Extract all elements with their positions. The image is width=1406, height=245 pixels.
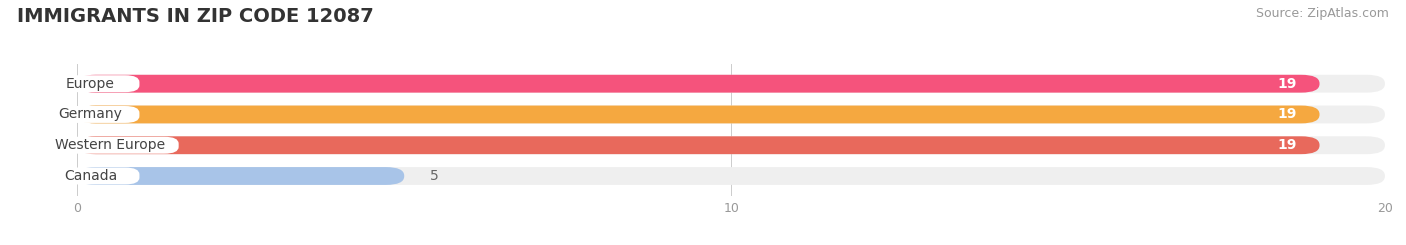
Text: 19: 19 — [1277, 108, 1296, 122]
FancyBboxPatch shape — [77, 106, 1319, 123]
Text: Western Europe: Western Europe — [55, 138, 165, 152]
FancyBboxPatch shape — [41, 137, 179, 154]
FancyBboxPatch shape — [77, 106, 1385, 123]
FancyBboxPatch shape — [41, 106, 139, 123]
FancyBboxPatch shape — [77, 75, 1319, 93]
Text: Europe: Europe — [66, 77, 115, 91]
FancyBboxPatch shape — [41, 75, 139, 92]
Text: 19: 19 — [1277, 77, 1296, 91]
FancyBboxPatch shape — [77, 75, 1385, 93]
Text: IMMIGRANTS IN ZIP CODE 12087: IMMIGRANTS IN ZIP CODE 12087 — [17, 7, 374, 26]
Text: Source: ZipAtlas.com: Source: ZipAtlas.com — [1256, 7, 1389, 20]
FancyBboxPatch shape — [77, 167, 405, 185]
FancyBboxPatch shape — [41, 168, 139, 184]
FancyBboxPatch shape — [77, 136, 1319, 154]
Text: Germany: Germany — [59, 108, 122, 122]
Text: Canada: Canada — [63, 169, 117, 183]
Text: 19: 19 — [1277, 138, 1296, 152]
FancyBboxPatch shape — [77, 167, 1385, 185]
Text: 5: 5 — [430, 169, 439, 183]
FancyBboxPatch shape — [77, 136, 1385, 154]
